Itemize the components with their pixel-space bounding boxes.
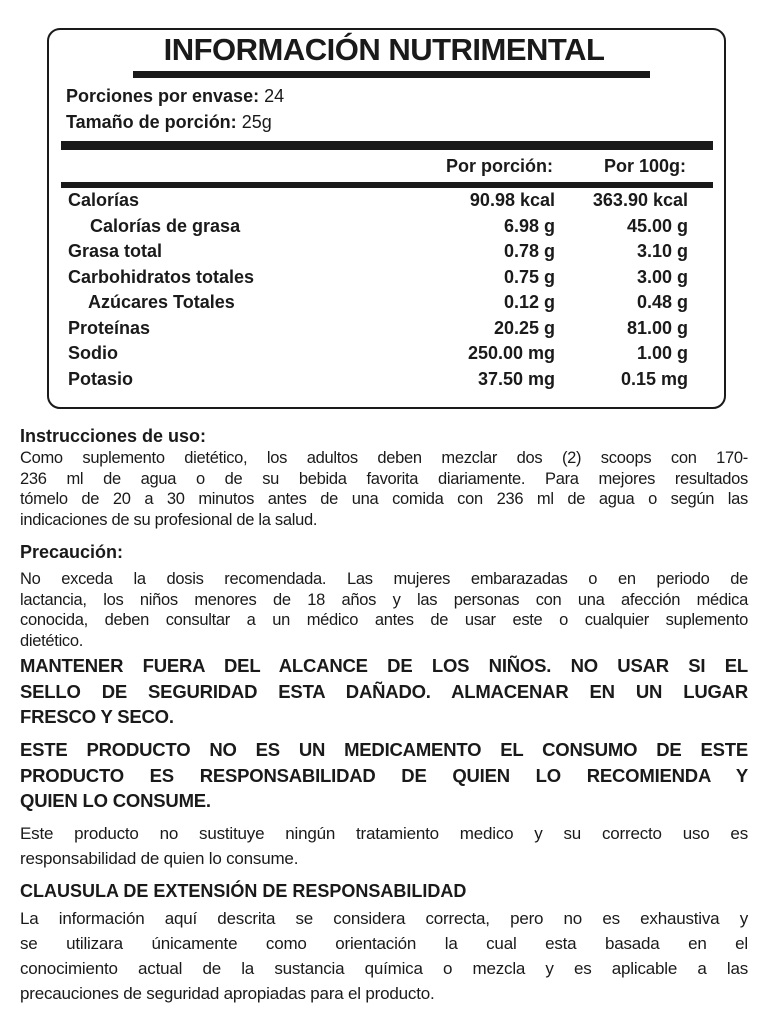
nutrient-row: Proteínas 20.25 g 81.00 g	[68, 318, 688, 342]
per-serving-value: 37.50 mg	[477, 368, 555, 389]
warning-line: PRODUCTO ES RESPONSABILIDAD DE QUIEN LO …	[20, 764, 748, 786]
nutrient-row: Azúcares Totales 0.12 g 0.48 g	[68, 292, 688, 316]
per-100g-value: 0.15 mg	[620, 368, 688, 389]
keep-away-warning: MANTENER FUERA DEL ALCANCE DE LOS NIÑOS.…	[20, 653, 748, 730]
per-100g-value: 3.00 g	[636, 266, 688, 287]
text-line: responsabilidad de quien lo consume.	[20, 849, 299, 868]
text-line: Este producto no sustituye ningún tratam…	[20, 824, 748, 843]
nutrition-facts-panel	[47, 28, 726, 409]
text-line: precauciones de seguridad apropiadas par…	[20, 984, 435, 1003]
warning-line: MANTENER FUERA DEL ALCANCE DE LOS NIÑOS.…	[20, 655, 748, 676]
text-line: tómelo de 20 a 30 minutos antes de una c…	[20, 490, 748, 508]
warning-line: QUIEN LO CONSUME.	[20, 790, 211, 811]
text-line: indicaciones de su profesional de la sal…	[20, 510, 318, 529]
treatment-note: Este producto no sustituye ningún tratam…	[20, 821, 748, 871]
per-serving-value: 20.25 g	[493, 317, 555, 338]
nutrient-row: Sodio 250.00 mg 1.00 g	[68, 343, 688, 367]
precaution-section: Precaución: No exceda la dosis recomenda…	[20, 542, 748, 651]
per-100g-value: 0.48 g	[636, 292, 688, 312]
nutrient-name: Azúcares Totales	[88, 292, 235, 312]
per-100g-value: 1.00 g	[636, 343, 688, 363]
text-line: 236 ml de agua o de su bebida favorita d…	[20, 469, 748, 488]
precaution-heading: Precaución:	[20, 542, 124, 562]
nutrient-row: Carbohidratos totales 0.75 g 3.00 g	[68, 267, 688, 291]
warning-line: FRESCO Y SECO.	[20, 706, 174, 727]
per-serving-value: 0.75 g	[503, 266, 555, 287]
per-serving-value: 250.00 mg	[467, 343, 555, 363]
nutrient-name: Potasio	[68, 368, 134, 389]
clause-heading: CLAUSULA DE EXTENSIÓN DE RESPONSABILIDAD	[20, 881, 467, 901]
text-line: lactancia, los niños menores de 18 años …	[20, 590, 748, 609]
size-value: 25g	[241, 112, 272, 132]
text-line: conocimiento actual de la sustancia quím…	[20, 959, 748, 978]
per-100g-value: 363.90 kcal	[592, 190, 688, 210]
instructions-section: Instrucciones de uso: Como suplemento di…	[20, 426, 748, 530]
text-line: dietético.	[20, 631, 84, 650]
per-serving-value: 0.12 g	[503, 292, 555, 312]
nutrient-name: Carbohidratos totales	[68, 266, 255, 287]
per-100g-value: 45.00 g	[626, 215, 688, 236]
nutrient-name: Calorías de grasa	[90, 215, 241, 236]
text-line: La información aquí descrita se consider…	[20, 909, 748, 928]
per-serving-value: 6.98 g	[503, 215, 555, 236]
nutrient-row: Calorías 90.98 kcal 363.90 kcal	[68, 190, 688, 214]
per-100g-value: 81.00 g	[626, 317, 688, 338]
nutrient-row: Calorías de grasa 6.98 g 45.00 g	[68, 216, 688, 240]
thick-divider	[61, 141, 713, 150]
warning-line: SELLO DE SEGURIDAD ESTA DAÑADO. ALMACENA…	[20, 680, 748, 702]
text-line: conocida, deben consultar a un médico an…	[20, 611, 748, 629]
nutrient-name: Sodio	[68, 343, 118, 363]
text-line: se utilizara únicamente como orientación…	[20, 934, 748, 953]
servings-per-container: Porciones por envase: 24	[66, 86, 284, 107]
col-header-per-serving: Por porción:	[446, 156, 553, 176]
size-label: Tamaño de porción:	[66, 112, 237, 132]
per-100g-value: 3.10 g	[636, 241, 688, 261]
serving-size: Tamaño de porción: 25g	[66, 112, 272, 133]
nutrient-name: Grasa total	[68, 241, 163, 261]
nutrient-row: Potasio 37.50 mg 0.15 mg	[68, 369, 688, 393]
nutrient-row: Grasa total 0.78 g 3.10 g	[68, 241, 688, 265]
nutrient-name: Proteínas	[68, 317, 151, 338]
not-medicine-warning: ESTE PRODUCTO NO ES UN MEDICAMENTO EL CO…	[20, 737, 748, 814]
title-underline	[133, 71, 650, 78]
servings-value: 24	[264, 86, 285, 106]
per-serving-value: 0.78 g	[503, 241, 555, 261]
nutrient-name: Calorías	[68, 190, 140, 210]
header-divider	[61, 182, 713, 188]
panel-title: INFORMACIÓN NUTRIMENTAL	[163, 32, 605, 67]
text-line: Como suplemento dietético, los adultos d…	[20, 449, 748, 467]
instructions-heading: Instrucciones de uso:	[20, 426, 207, 446]
text-line: No exceda la dosis recomendada. Las muje…	[20, 570, 748, 588]
col-header-per-100g: Por 100g:	[603, 156, 686, 176]
warning-line: ESTE PRODUCTO NO ES UN MEDICAMENTO EL CO…	[20, 739, 748, 760]
liability-clause: CLAUSULA DE EXTENSIÓN DE RESPONSABILIDAD…	[20, 881, 748, 1006]
servings-label: Porciones por envase:	[66, 86, 260, 106]
per-serving-value: 90.98 kcal	[469, 190, 555, 210]
